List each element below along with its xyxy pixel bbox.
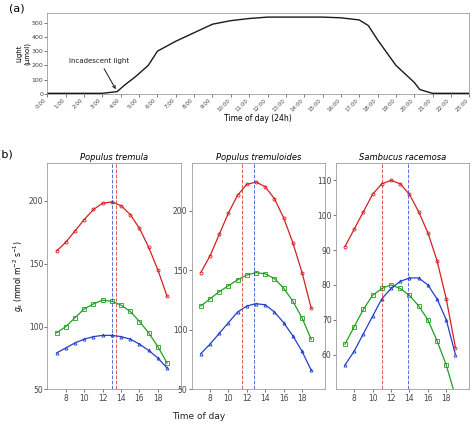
Y-axis label: Light
(μmol): Light (μmol) bbox=[17, 42, 30, 65]
Title: Sambucus racemosa: Sambucus racemosa bbox=[359, 153, 446, 162]
Text: (a): (a) bbox=[9, 3, 25, 13]
X-axis label: Time of day (24h): Time of day (24h) bbox=[225, 114, 292, 123]
Y-axis label: $g_s$ (mmol m$^{-2}$ s$^{-1}$): $g_s$ (mmol m$^{-2}$ s$^{-1}$) bbox=[11, 240, 26, 312]
Text: (b): (b) bbox=[0, 149, 12, 159]
Text: Incadescent light: Incadescent light bbox=[69, 57, 129, 88]
Text: Time of day: Time of day bbox=[173, 413, 226, 422]
Title: Populus tremula: Populus tremula bbox=[80, 153, 148, 162]
Title: Populus tremuloides: Populus tremuloides bbox=[216, 153, 301, 162]
